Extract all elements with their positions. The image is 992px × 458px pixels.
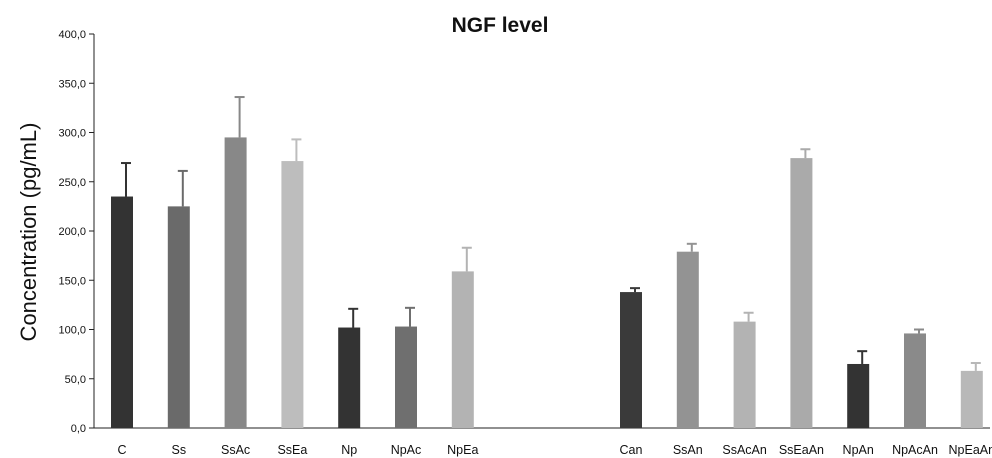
x-tick-label: NpAcAn — [892, 443, 938, 457]
bar-npacan — [904, 333, 926, 428]
y-tick-label: 400,0 — [58, 29, 86, 41]
x-tick-label: NpEa — [447, 443, 478, 457]
bar-ss — [167, 206, 190, 428]
bar-np — [338, 327, 361, 428]
bar-ssacan — [733, 321, 756, 428]
y-ticks: 0,0 50,0 100,0 150,0 200,0 250,0 300,0 350,0 400… — [58, 29, 94, 435]
y-tick-label: 150,0 — [58, 275, 86, 287]
x-tick-label: SsAcAn — [722, 443, 767, 457]
bars — [111, 96, 983, 429]
bar-c — [111, 196, 133, 428]
bar-npan — [847, 363, 870, 428]
x-tick-label: NpAn — [843, 443, 874, 457]
x-tick-labels: C Ss SsAc SsEa Np NpAc NpEa Can SsAn SsAcAn SsEaAn… — [117, 443, 992, 457]
bar-ssea — [281, 161, 304, 428]
x-tick-label: SsEa — [277, 443, 307, 457]
x-tick-label: Ss — [172, 443, 187, 457]
y-tick-label: 50,0 — [65, 374, 86, 386]
y-tick-label: 250,0 — [58, 177, 86, 189]
y-axis-label: Concentration (pg/mL) — [16, 123, 41, 342]
bar-npac — [395, 326, 417, 428]
x-tick-label: NpAc — [391, 443, 422, 457]
y-tick-label: 300,0 — [58, 128, 86, 140]
x-tick-label: NpEaAn — [949, 443, 992, 457]
bar-npeaan — [960, 370, 983, 428]
y-tick-label: 200,0 — [58, 226, 86, 238]
x-tick-label: SsAn — [673, 443, 703, 457]
x-tick-label: Np — [341, 443, 357, 457]
x-tick-label: Can — [620, 443, 643, 457]
y-tick-label: 0,0 — [71, 423, 86, 435]
bar-can — [620, 292, 642, 428]
y-tick-label: 350,0 — [58, 78, 86, 90]
bar-ssac — [224, 137, 247, 429]
y-tick-label: 100,0 — [58, 325, 86, 337]
chart-title: NGF level — [452, 14, 549, 37]
x-tick-label: C — [117, 443, 126, 457]
bar-ssan — [676, 251, 699, 428]
x-tick-label: SsAc — [221, 443, 250, 457]
bar-npea — [451, 271, 474, 428]
bar-sseaan — [790, 158, 813, 429]
x-tick-label: SsEaAn — [779, 443, 824, 457]
